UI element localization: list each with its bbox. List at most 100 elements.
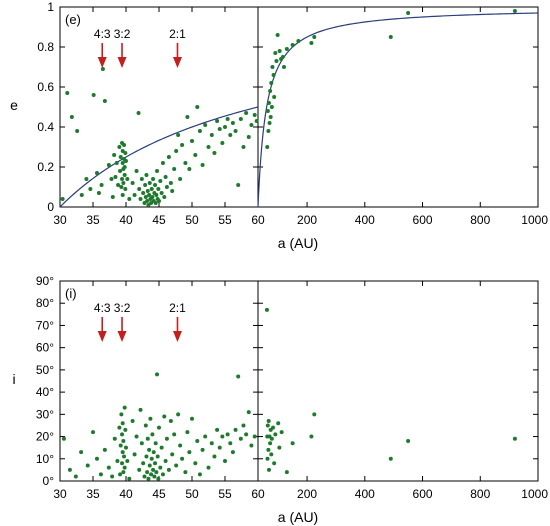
data-point [138,197,143,201]
data-point [145,436,150,441]
data-point [190,139,194,143]
data-point [272,461,277,466]
data-point [117,425,122,430]
top-perihelion-curve [59,12,539,208]
bottom-scatter-points [61,307,517,481]
resonance-arrow-head [97,331,107,342]
data-point [121,181,126,185]
data-point [156,476,161,481]
data-point [269,436,274,441]
data-point [269,105,274,109]
data-point [130,181,135,185]
data-point [166,155,171,159]
bot-right-xtick-label: 1000 [521,487,548,501]
data-point [134,434,139,439]
data-point [139,177,144,181]
resonance-label-4-3: 4:3 [94,301,111,315]
data-point [156,187,161,191]
data-point [141,461,146,466]
data-point [100,67,105,71]
data-point [265,423,270,428]
data-point [185,430,190,435]
data-point [143,195,148,199]
data-point [155,454,160,459]
data-point [277,49,282,53]
data-point [110,474,115,479]
data-point [73,474,78,479]
data-point [174,149,179,153]
top-ytick-label: 0 [47,200,54,214]
data-point [153,183,158,187]
bot-left-xtick-label: 45 [152,487,166,501]
top-right-xtick-label: 60 [251,213,265,227]
data-point [79,450,84,455]
data-point [265,456,270,461]
data-point [220,141,225,145]
data-point [178,177,183,181]
data-point [153,461,158,466]
data-point [160,472,165,477]
data-point [228,441,233,446]
data-point [147,181,152,185]
resonance-arrow-head [117,331,127,342]
data-point [166,467,171,472]
top-ytick-label: 0.2 [37,160,54,174]
data-point [266,419,271,423]
data-point [139,441,144,446]
data-point [155,372,160,377]
resonance-arrow-head [117,57,127,68]
data-point [119,185,124,189]
data-point [114,161,119,165]
resonance-arrow-head [97,57,107,68]
data-point [230,121,235,125]
data-point [180,143,185,147]
data-point [223,459,227,463]
data-point [145,470,150,475]
data-point [200,447,205,452]
top-right-xtick-label: 400 [355,213,375,227]
data-point [269,452,274,457]
data-point [132,193,137,197]
top-panel-label: (e) [65,12,81,27]
data-point [284,47,289,51]
data-point [183,470,188,475]
resonance-label-3-2: 3:2 [114,301,131,315]
data-point [145,189,150,193]
data-point [252,113,257,117]
data-point [190,416,194,421]
data-point [267,121,272,125]
bot-ytick-label: 20° [36,430,54,444]
data-point [155,169,160,173]
data-point [122,165,127,169]
data-point [220,434,225,439]
data-point [138,407,143,412]
data-point [141,191,146,195]
data-point [241,145,246,149]
data-point [206,465,211,470]
data-point [225,117,230,121]
data-point [233,427,238,432]
data-point [193,153,198,157]
data-point [61,436,66,441]
data-point [266,101,271,105]
data-point [154,470,159,475]
data-point [290,43,295,47]
data-point [75,129,80,133]
data-point [144,454,149,459]
data-point [168,181,173,185]
data-point [266,129,271,133]
data-point [121,470,126,475]
data-point [252,434,257,439]
data-point [176,412,181,417]
data-point [168,419,173,423]
data-point [159,191,164,195]
data-point [212,151,217,155]
top-left-plot-frame [59,6,259,208]
data-point [150,432,155,437]
data-point [94,171,99,175]
data-point [223,125,227,129]
data-point [164,436,169,441]
data-point [84,177,89,181]
data-point [88,187,93,191]
bottom-resonance-markers: 4:3 3:2 2:1 [94,301,186,342]
